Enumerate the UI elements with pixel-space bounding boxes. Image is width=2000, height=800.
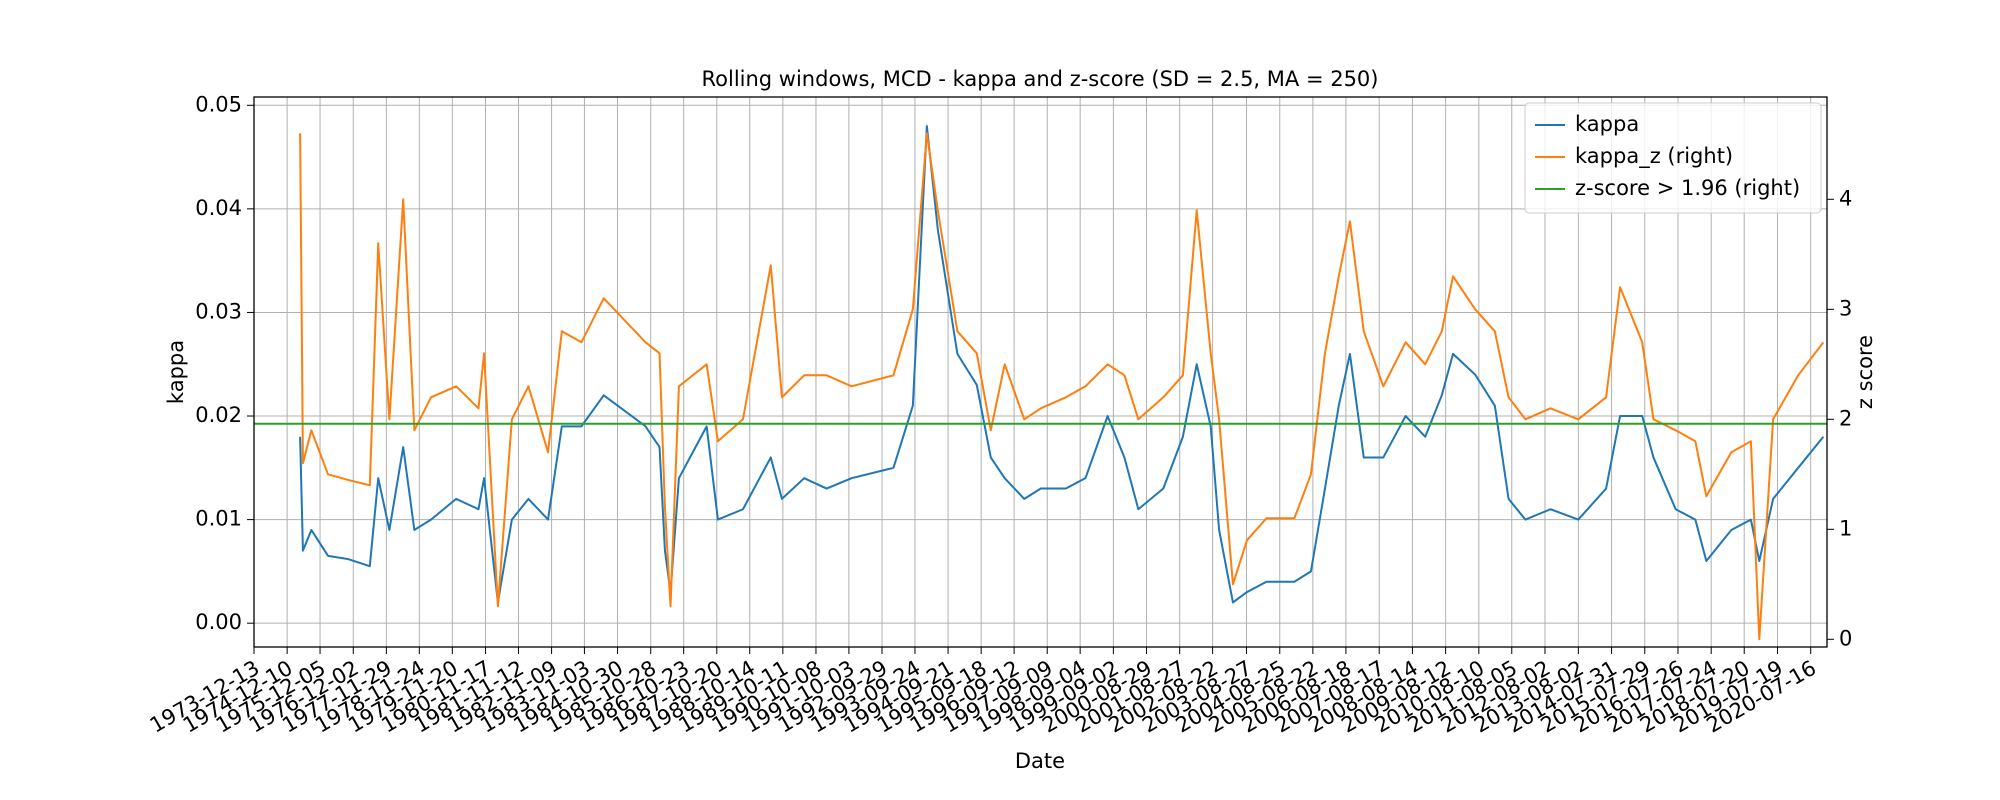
y-tick-label: 0.04	[195, 196, 242, 220]
data-line	[299, 132, 1825, 641]
y-tick-label: 0.02	[195, 403, 242, 427]
chart-title: Rolling windows, MCD - kappa and z-score…	[701, 67, 1378, 91]
data-line	[299, 125, 1825, 604]
y2-tick-label: 0	[1839, 626, 1852, 650]
y-tick-label: 0.05	[195, 92, 242, 116]
plot-frame	[253, 96, 1828, 648]
legend-label: z-score > 1.96 (right)	[1575, 176, 1800, 200]
legend-box	[1524, 102, 1822, 214]
y-axis-label: kappa	[164, 340, 188, 404]
y-tick-label: 0.01	[195, 507, 242, 531]
legend-label: kappa	[1575, 112, 1639, 136]
y2-tick-label: 3	[1839, 296, 1852, 320]
y-tick-label: 0.00	[195, 610, 242, 634]
legend: kappa kappa_z (right) z-score > 1.96 (righ…	[1524, 102, 1822, 214]
y2-tick-label: 1	[1839, 516, 1852, 540]
y2-axis-label: z score	[1853, 335, 1877, 409]
x-axis-label: Date	[1015, 749, 1065, 773]
y-tick-label: 0.03	[195, 299, 242, 323]
legend-label: kappa_z (right)	[1575, 144, 1733, 169]
y2-tick-label: 2	[1839, 406, 1852, 430]
y2-tick-label: 4	[1839, 186, 1852, 210]
